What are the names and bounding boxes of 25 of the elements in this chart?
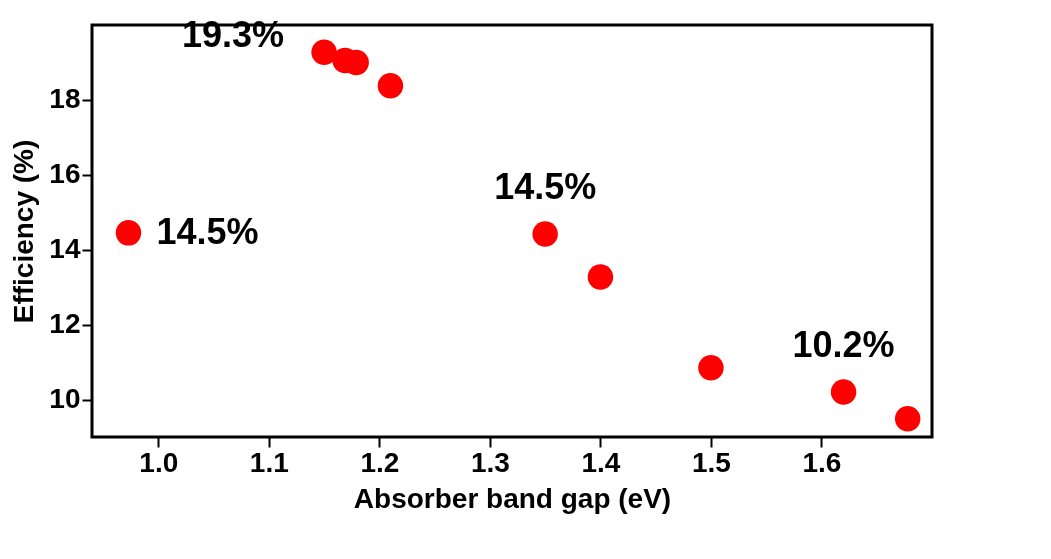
y-axis-title: Efficiency (%) xyxy=(8,139,40,324)
x-axis-title: Absorber band gap (eV) xyxy=(353,482,672,514)
annotation: 14.5% xyxy=(494,166,597,207)
y-tick-label: 14 xyxy=(49,233,81,265)
y-tick-label: 18 xyxy=(49,83,81,115)
point xyxy=(698,354,724,381)
point xyxy=(115,220,142,246)
point xyxy=(377,72,404,99)
point xyxy=(532,221,558,247)
x-tick-label: 1.1 xyxy=(249,446,289,478)
point xyxy=(311,39,337,66)
x-tick-label: 1.0 xyxy=(139,446,179,478)
annotation: 10.2% xyxy=(792,324,895,366)
x-tick-label: 1.3 xyxy=(470,446,510,478)
y-tick-label: 10 xyxy=(49,383,81,415)
point xyxy=(894,405,921,432)
y-tick-label: 12 xyxy=(49,308,81,340)
x-tick-label: 1.4 xyxy=(581,446,621,478)
point xyxy=(830,379,857,405)
annotation: 14.5% xyxy=(156,210,259,252)
point xyxy=(587,264,614,290)
x-tick-label: 1.2 xyxy=(360,446,400,478)
x-tick-label: 1.5 xyxy=(691,446,731,478)
x-tick-label: 1.6 xyxy=(802,446,842,478)
y-tick-label: 16 xyxy=(49,158,81,190)
